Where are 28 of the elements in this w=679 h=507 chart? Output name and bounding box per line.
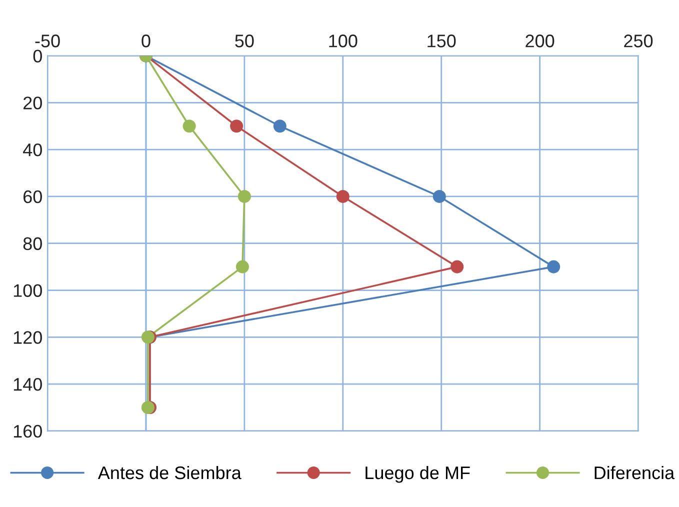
y-tick-label: 0 <box>33 50 42 62</box>
point <box>182 120 196 133</box>
x-tick-label: 100 <box>329 34 358 48</box>
x-tick-label: 0 <box>142 34 150 48</box>
y-tick-label: 20 <box>23 96 42 110</box>
legend-label: Diferencia <box>594 466 675 480</box>
point <box>236 260 249 274</box>
point <box>547 260 560 274</box>
point <box>450 260 464 274</box>
point <box>238 190 251 203</box>
x-tick-label: 50 <box>235 34 254 48</box>
y-tick-label: 60 <box>24 190 42 204</box>
point <box>230 120 244 133</box>
legend-label: Luego de MF <box>366 466 470 483</box>
y-tick-label: 100 <box>14 284 42 297</box>
x-tick-label: 200 <box>526 34 554 48</box>
point <box>336 190 350 203</box>
x-tick-label: -50 <box>35 34 60 48</box>
point <box>432 190 446 203</box>
y-tick-label: 140 <box>14 378 42 391</box>
legend-label: Antes de Siembra <box>98 466 242 480</box>
y-tick-label: 120 <box>14 331 42 344</box>
x-tick-label: 250 <box>624 34 653 48</box>
y-tick-label: 80 <box>23 237 42 250</box>
y-tick-label: 160 <box>14 424 42 438</box>
x-tick-label: 150 <box>428 34 456 48</box>
y-tick-label: 40 <box>23 144 42 156</box>
point <box>273 120 286 133</box>
